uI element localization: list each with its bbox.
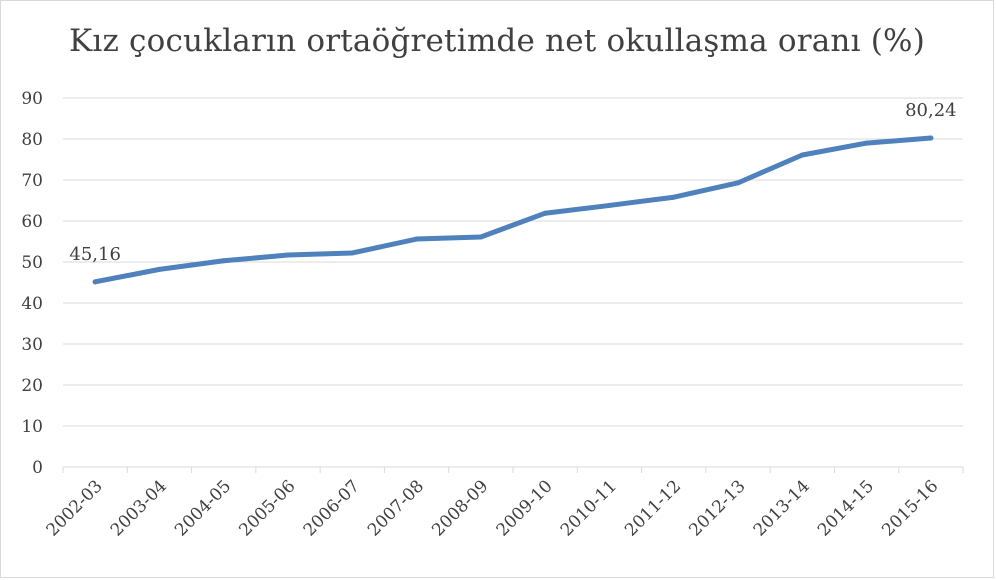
x-tick-label: 2009-10 bbox=[493, 476, 557, 540]
y-tick-label: 40 bbox=[21, 294, 43, 314]
data-label: 45,16 bbox=[69, 244, 121, 265]
x-tick-label: 2015-16 bbox=[878, 476, 942, 540]
x-tick-label: 2012-13 bbox=[685, 476, 749, 540]
x-tick-label: 2003-04 bbox=[107, 476, 171, 540]
y-tick-label: 60 bbox=[21, 212, 43, 232]
data-point bbox=[606, 202, 612, 208]
y-tick-label: 70 bbox=[21, 171, 43, 191]
y-tick-label: 30 bbox=[21, 335, 43, 355]
x-tick-label: 2010-11 bbox=[557, 476, 621, 540]
data-point bbox=[221, 258, 227, 264]
x-tick-label: 2006-07 bbox=[300, 476, 364, 540]
x-tick-label: 2013-14 bbox=[750, 476, 814, 540]
data-point bbox=[349, 250, 355, 256]
data-point bbox=[414, 236, 420, 242]
y-tick-label: 80 bbox=[21, 130, 43, 150]
data-point bbox=[864, 140, 870, 146]
chart-title: Kız çocukların ortaöğretimde net okullaş… bbox=[69, 23, 925, 59]
data-point bbox=[92, 279, 98, 285]
x-tick-label: 2004-05 bbox=[171, 476, 235, 540]
x-tick-label: 2005-06 bbox=[235, 476, 299, 540]
data-label: 80,24 bbox=[905, 100, 957, 121]
data-point bbox=[671, 194, 677, 200]
data-point bbox=[478, 234, 484, 240]
y-tick-label: 0 bbox=[32, 458, 43, 478]
x-tick-label: 2011-12 bbox=[621, 476, 685, 540]
data-point bbox=[156, 266, 162, 272]
data-point bbox=[735, 180, 741, 186]
data-point bbox=[542, 210, 548, 216]
series-line bbox=[92, 135, 934, 285]
x-tick-label: 2014-15 bbox=[814, 476, 878, 540]
y-tick-label: 50 bbox=[21, 253, 43, 273]
y-tick-label: 20 bbox=[21, 376, 43, 396]
y-tick-label: 90 bbox=[21, 89, 43, 109]
data-point bbox=[285, 252, 291, 258]
x-tick-label: 2002-03 bbox=[43, 476, 107, 540]
y-tick-label: 10 bbox=[21, 417, 43, 437]
data-point bbox=[799, 152, 805, 158]
data-point bbox=[928, 135, 934, 141]
x-tick-label: 2008-09 bbox=[428, 476, 492, 540]
x-tick-label: 2007-08 bbox=[364, 476, 428, 540]
